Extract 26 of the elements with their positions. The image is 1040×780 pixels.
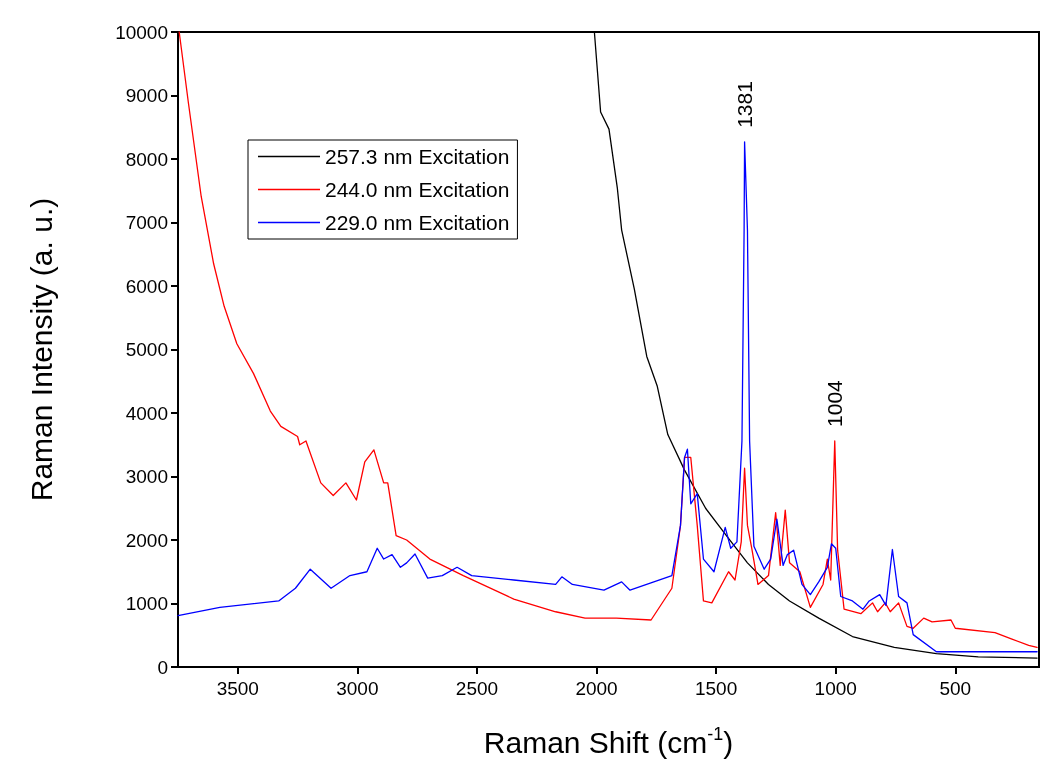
annotation: 1381 xyxy=(733,81,757,128)
y-tick-label: 8000 xyxy=(125,148,168,170)
line-series xyxy=(177,141,1038,653)
annotation: 1004 xyxy=(823,379,847,427)
x-tick-label: 2000 xyxy=(575,678,618,699)
x-tick-label: 500 xyxy=(939,678,972,699)
legend-label: 244.0 nm Excitation xyxy=(325,178,510,201)
x-tick-label: 1000 xyxy=(814,678,857,699)
line-series xyxy=(178,31,1038,648)
y-tick-label: 7000 xyxy=(125,212,168,233)
y-tick-label: 5000 xyxy=(125,339,168,360)
y-tick-label: 2000 xyxy=(125,529,168,551)
y-tick-label: 6000 xyxy=(125,275,168,297)
x-tick-label: 2500 xyxy=(455,678,499,699)
y-tick-label: 4000 xyxy=(125,402,168,424)
y-tick-label: 9000 xyxy=(125,85,168,106)
x-tick-label: 3000 xyxy=(336,678,379,699)
y-tick-label: 1000 xyxy=(125,593,168,614)
y-axis-title: Raman Intensity (a. u.) xyxy=(24,197,58,502)
x-tick-label: 3500 xyxy=(216,678,259,699)
y-tick-label: 10000 xyxy=(115,21,168,43)
x-tick-label: 1500 xyxy=(694,678,738,699)
y-tick-label: 3000 xyxy=(125,466,168,487)
legend-label: 229.0 nm Excitation xyxy=(325,211,510,234)
legend-label: 257.3 nm Excitation xyxy=(325,145,510,168)
y-tick-label: 0 xyxy=(157,656,168,678)
